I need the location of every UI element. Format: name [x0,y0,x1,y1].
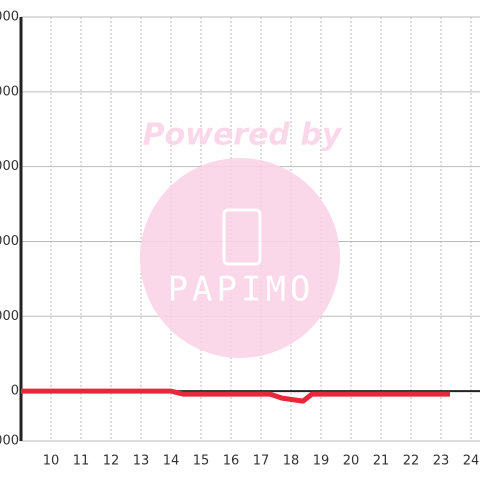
x-tick-label: 15 [193,454,210,469]
x-tick-label: 21 [373,454,390,469]
plot: -20,000 0 30,000 60,000 90,000 120,000 150,000… [0,10,480,469]
watermark-bottom: PAPIMO [168,270,315,310]
x-tick-label: 23 [433,454,450,469]
y-tick-label: 150,000 [0,10,19,25]
data-line [21,388,450,404]
x-tick-label: 19 [313,454,330,469]
watermark-top: Powered by [143,118,343,153]
watermark-phone [222,208,262,266]
x-tick-label: 12 [103,454,120,469]
x-tick-label: 14 [163,454,180,469]
x-tick-label: 24 [463,454,480,469]
x-tick-label: 22 [403,454,420,469]
y-tick-label: 60,000 [0,234,19,249]
watermark: Powered by PAPIMO [140,118,343,358]
x-tick-label: 13 [133,454,150,469]
x-tick-label: 17 [253,454,270,469]
x-tick-label: 18 [283,454,300,469]
x-tick-label: 11 [73,454,90,469]
watermark-circle [140,158,340,358]
x-tick-label: 10 [43,454,60,469]
y-tick-label: 30,000 [0,309,19,324]
y-tick-label: 90,000 [0,159,19,174]
y-tick-label: 120,000 [0,84,19,99]
x-tick-label: 16 [223,454,240,469]
y-tick-label: -20,000 [0,434,19,449]
y-tick-label: 0 [11,384,19,399]
x-tick-label: 20 [343,454,360,469]
